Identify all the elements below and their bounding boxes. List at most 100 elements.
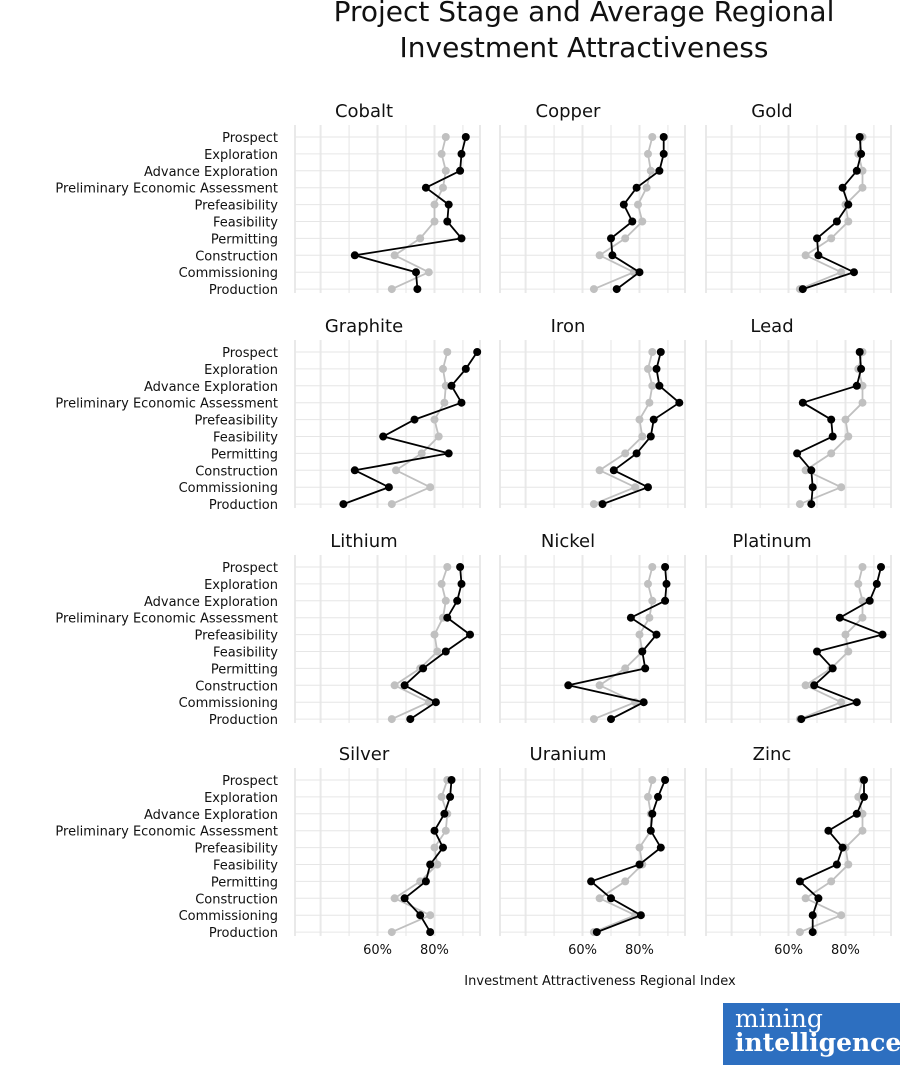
regional-series-point (589, 715, 598, 724)
facet-title: Graphite (325, 316, 403, 337)
facet-platinum: Platinum (705, 531, 892, 724)
x-tick-label: 80% (420, 943, 449, 958)
regional-series-point (841, 415, 850, 424)
regional-series-line (391, 136, 447, 290)
facet-lead: Lead (705, 316, 892, 509)
stage-label: Advance Exploration (144, 165, 278, 180)
regional-series-point (387, 928, 396, 937)
project-series-line (403, 779, 453, 933)
regional-series-point (430, 630, 439, 639)
regional-series-point (801, 466, 810, 475)
regional-series-point (646, 166, 655, 175)
project-series-point (431, 698, 440, 707)
regional-series-line (799, 136, 864, 290)
stage-label: Production (209, 926, 278, 941)
facet-title: Nickel (541, 531, 595, 552)
regional-series-point (433, 860, 442, 869)
project-series-line (602, 351, 681, 505)
regional-series-point (844, 647, 853, 656)
regional-series-point (827, 449, 836, 458)
project-series-point (808, 928, 817, 937)
project-series-point (662, 579, 671, 588)
regional-series-point (854, 579, 863, 588)
regional-series-point (631, 483, 640, 492)
facet-title: Lead (750, 316, 793, 337)
regional-series-point (426, 483, 435, 492)
project-series-point (587, 877, 596, 886)
project-series-point (793, 449, 802, 458)
regional-series-line (593, 779, 654, 933)
project-series-point (828, 664, 837, 673)
facet-graphite: Prospect Exploration Advance Exploration Pr… (55, 316, 482, 513)
regional-series-point (416, 234, 425, 243)
x-tick-label: 60% (363, 943, 392, 958)
stage-label: Production (209, 713, 278, 728)
stage-label: Construction (195, 464, 278, 479)
project-series-point (814, 894, 823, 903)
regional-series-line (391, 566, 449, 720)
project-series-point (406, 715, 415, 724)
regional-series-point (635, 415, 644, 424)
regional-series-point (801, 894, 810, 903)
regional-series-point (858, 809, 867, 818)
project-series-point (426, 860, 435, 869)
project-series-line (801, 566, 886, 720)
project-series-point (608, 251, 617, 260)
regional-series-point (595, 251, 604, 260)
regional-series-point (439, 364, 447, 373)
project-series-point (813, 234, 821, 243)
stage-label: Exploration (204, 578, 278, 593)
regional-series-point (595, 681, 604, 690)
project-series-point (609, 466, 618, 475)
regional-series-line (593, 351, 654, 505)
regional-series-point (795, 500, 804, 509)
regional-series-line (391, 351, 449, 505)
x-axis-title: Investment Attractiveness Regional Index (464, 974, 736, 989)
regional-series-point (387, 715, 396, 724)
facet-title: Lithium (330, 531, 397, 552)
project-series-point (661, 563, 670, 571)
project-series-point (466, 630, 474, 639)
regional-series-point (392, 466, 400, 475)
project-series-point (607, 715, 615, 724)
regional-series-point (595, 894, 604, 903)
project-series-point (656, 348, 665, 356)
stage-label: Prefeasibility (195, 414, 279, 429)
project-series-point (855, 348, 864, 356)
stage-label: Feasibility (213, 216, 278, 231)
stage-label: Permitting (211, 447, 278, 462)
regional-series-point (801, 681, 810, 690)
regional-series-point (443, 348, 452, 356)
regional-series-point (441, 166, 450, 175)
project-series-point (443, 217, 452, 226)
x-tick-label: 80% (831, 943, 860, 958)
regional-series-point (390, 251, 399, 260)
project-series-point (661, 596, 670, 605)
project-series-point (654, 792, 662, 801)
regional-series-point (858, 381, 867, 390)
regional-series-point (440, 398, 449, 407)
regional-series-point (858, 826, 867, 835)
stage-label: Advance Exploration (144, 380, 278, 395)
stage-label: Prospect (222, 774, 278, 789)
stage-label: Preliminary Economic Assessment (55, 397, 278, 412)
project-series-point (675, 398, 684, 407)
regional-series-point (621, 877, 630, 886)
stage-label: Construction (195, 679, 278, 694)
regional-series-point (837, 698, 846, 707)
project-series-line (354, 136, 467, 290)
project-series-point (644, 483, 652, 492)
regional-series-point (648, 596, 657, 605)
regional-series-point (430, 217, 439, 226)
project-series-point (852, 698, 861, 707)
project-series-point (384, 483, 393, 492)
regional-series-point (441, 133, 450, 141)
regional-series-point (621, 449, 630, 458)
facet-silver: Prospect Exploration Advance Exploration Pr… (55, 744, 481, 958)
project-series-point (430, 826, 439, 835)
regional-series-point (589, 500, 598, 509)
project-series-point (860, 792, 868, 801)
stage-label: Commissioning (179, 481, 278, 496)
project-series-point (798, 285, 807, 294)
project-series-point (413, 285, 422, 294)
